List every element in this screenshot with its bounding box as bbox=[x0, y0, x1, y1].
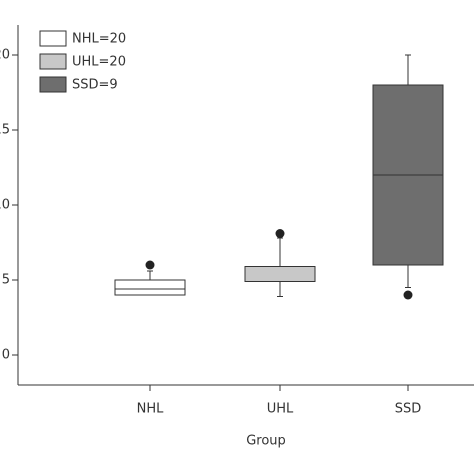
y-tick-label: 20 bbox=[0, 48, 10, 63]
legend-swatch bbox=[39, 76, 67, 93]
x-tick-label: UHL bbox=[267, 402, 294, 417]
outlier bbox=[145, 260, 155, 270]
legend-swatch bbox=[39, 53, 67, 70]
legend-label: SSD=9 bbox=[72, 78, 118, 93]
outlier bbox=[275, 229, 285, 238]
y-tick-label: 15 bbox=[0, 123, 10, 138]
y-tick-label: 5 bbox=[2, 273, 10, 288]
legend-swatch bbox=[39, 30, 67, 47]
x-axis-label: Group bbox=[246, 434, 286, 449]
box bbox=[114, 279, 186, 296]
outlier bbox=[403, 290, 413, 300]
legend-label: NHL=20 bbox=[72, 32, 126, 47]
y-tick-label: 0 bbox=[2, 348, 10, 363]
x-tick-label: NHL bbox=[137, 402, 165, 417]
box bbox=[244, 266, 316, 282]
legend-label: UHL=20 bbox=[72, 55, 126, 70]
y-tick-label: 10 bbox=[0, 198, 10, 213]
x-tick-label: SSD bbox=[395, 402, 422, 417]
